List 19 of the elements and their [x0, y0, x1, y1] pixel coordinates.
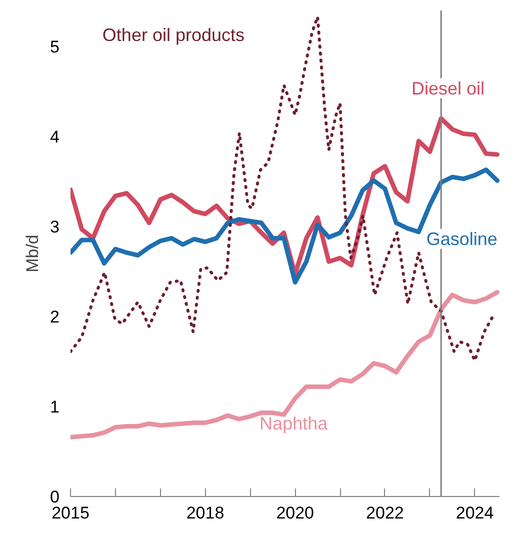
y-tick-label: 4 [50, 128, 60, 146]
x-tick-label: 2022 [366, 504, 404, 522]
line-series [70, 168, 500, 285]
line-series [70, 290, 500, 440]
y-tick-label: 5 [50, 38, 60, 56]
series-label: Gasoline [426, 228, 498, 249]
x-tick-label: 2020 [276, 504, 314, 522]
x-tick-label: 2024 [456, 504, 494, 522]
y-tick-label: 1 [50, 398, 60, 416]
series-label: Diesel oil [412, 78, 485, 98]
y-tick-label: 2 [50, 308, 60, 326]
text: Other oil products [102, 24, 245, 45]
line-series [70, 15, 494, 362]
series-label: Naphtha [260, 414, 329, 434]
x-tick-label: 2018 [186, 504, 224, 522]
y-tick-label: 0 [50, 488, 60, 506]
y-axis-title: Mb/d [23, 234, 42, 272]
x-tick-label: 2015 [52, 504, 90, 522]
y-tick-label: 3 [50, 218, 60, 236]
